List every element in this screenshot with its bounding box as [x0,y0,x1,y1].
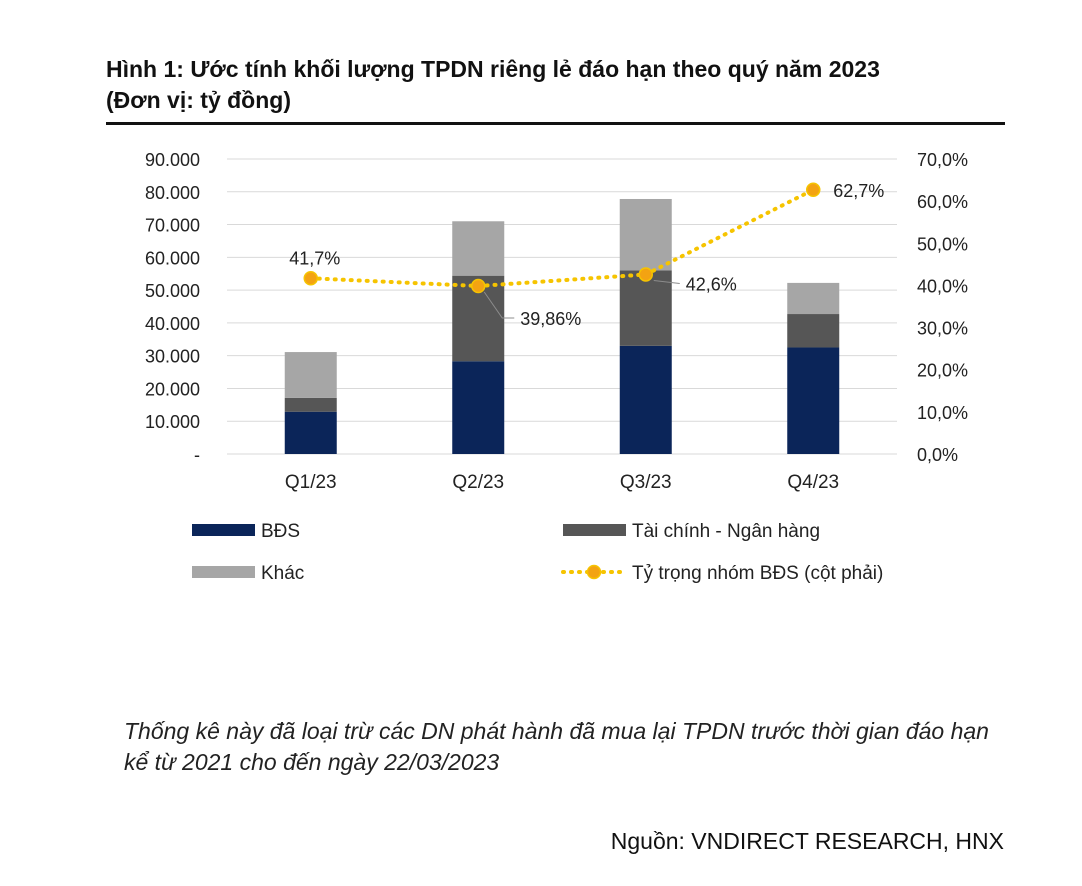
x-tick-label: Q2/23 [452,472,504,493]
share-point [638,267,653,282]
share-data-label: 39,86% [520,309,581,329]
y-right-tick-label: 30,0% [917,319,968,339]
share-point [471,278,486,294]
bar-segment-taichinh [284,397,337,412]
share-line [308,187,816,289]
bar-segment-taichinh [619,270,672,346]
y-right-tick-label: 0,0% [917,445,958,465]
bar-segment-bds [787,347,840,454]
x-tick-label: Q1/23 [285,472,337,493]
data-label-leader [483,291,515,319]
stacked-bar-line-chart: - 10.000 20.000 30.000 40.000 50.000 60.000 70.… [145,150,968,584]
y-left-tick-label: 30.000 [145,347,200,367]
bar-segment-khac [452,221,505,276]
x-tick-label: Q3/23 [620,472,672,493]
y-right-tick-label: 10,0% [917,403,968,423]
legend-swatch-marker [586,564,602,580]
share-data-label: 62,7% [833,181,884,201]
y-right-tick-label: 20,0% [917,361,968,381]
y-left-tick-label: 10.000 [145,412,200,432]
chart-title-line-1: Hình 1: Ước tính khối lượng TPDN riêng l… [106,56,880,82]
bar-segment-bds [284,411,337,454]
legend-label: Tài chính - Ngân hàng [632,521,820,542]
y-left-tick-label: 60.000 [145,248,200,268]
x-tick-label: Q4/23 [787,472,839,493]
chart-source: Nguồn: VNDIRECT RESEARCH, HNX [610,828,1004,854]
y-left-tick-label: 50.000 [145,281,200,301]
share-point [806,182,821,198]
y-left-tick-label: 80.000 [145,183,200,203]
share-data-label: 41,7% [289,248,340,268]
legend-swatch [563,524,626,536]
y-left-tick-label: 90.000 [145,150,200,170]
legend-label: Tỷ trọng nhóm BĐS (cột phải) [632,563,883,584]
bar-segment-khac [619,198,672,271]
bar-segment-taichinh [787,314,840,348]
bar-segment-bds [619,345,672,454]
chart-title: Hình 1: Ước tính khối lượng TPDN riêng l… [106,54,1016,116]
y-right-tick-label: 70,0% [917,150,968,170]
y-right-tick-label: 40,0% [917,276,968,296]
share-point [303,271,318,286]
title-divider [106,122,1005,125]
y-left-tick-label: 20.000 [145,379,200,399]
chart-note: Thống kê này đã loại trừ các DN phát hàn… [124,718,989,775]
legend-swatch [192,524,255,536]
y-right-tick-label: 60,0% [917,192,968,212]
legend-label: BĐS [261,521,300,542]
y-left-tick-label: 40.000 [145,314,200,334]
bar-segment-khac [284,352,337,398]
y-left-tick-label: 70.000 [145,216,200,236]
legend-label: Khác [261,563,304,584]
bar-segment-khac [787,282,840,315]
chart-title-line-2: (Đơn vị: tỷ đồng) [106,87,291,113]
bar-segment-bds [452,361,505,454]
y-right-tick-label: 50,0% [917,234,968,254]
data-label-leader [653,279,680,284]
share-data-label: 42,6% [686,274,737,294]
y-left-tick-label: - [194,445,200,465]
legend-swatch [192,566,255,578]
